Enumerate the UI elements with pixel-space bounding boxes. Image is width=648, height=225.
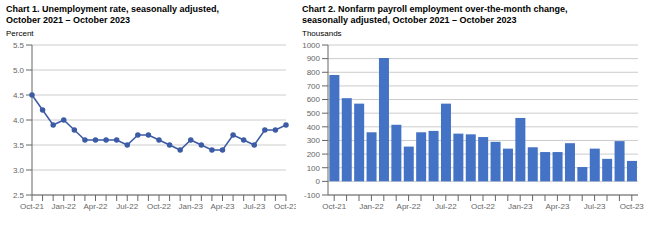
svg-text:Oct-21: Oct-21 bbox=[20, 202, 45, 211]
svg-text:900: 900 bbox=[307, 54, 321, 63]
svg-text:4.5: 4.5 bbox=[13, 91, 25, 100]
svg-text:200: 200 bbox=[307, 150, 321, 159]
svg-text:1000: 1000 bbox=[302, 41, 320, 50]
html-text:October 2021 – October 2023: October 2021 – October 2023 bbox=[6, 15, 131, 25]
svg-text:400: 400 bbox=[307, 123, 321, 132]
html-text:Percent: Percent bbox=[6, 29, 34, 38]
svg-text:100: 100 bbox=[307, 164, 321, 173]
svg-text:Jan-23: Jan-23 bbox=[508, 202, 533, 211]
svg-text:Oct-23: Oct-23 bbox=[274, 202, 296, 211]
svg-text:700: 700 bbox=[307, 82, 321, 91]
svg-text:600: 600 bbox=[307, 95, 321, 104]
svg-text:Jan-22: Jan-22 bbox=[359, 202, 384, 211]
svg-text:Jan-23: Jan-23 bbox=[179, 202, 204, 211]
svg-text:Oct-21: Oct-21 bbox=[322, 202, 347, 211]
svg-text:5.5: 5.5 bbox=[13, 41, 25, 50]
svg-text:Jan-22: Jan-22 bbox=[52, 202, 77, 211]
svg-text:500: 500 bbox=[307, 109, 321, 118]
html-text:Thousands: Thousands bbox=[302, 29, 342, 38]
svg-text:Apr-22: Apr-22 bbox=[397, 202, 422, 211]
svg-text:3.0: 3.0 bbox=[13, 166, 25, 175]
svg-text:Jul-22: Jul-22 bbox=[435, 202, 457, 211]
svg-text:Oct-23: Oct-23 bbox=[620, 202, 640, 211]
svg-text:Jul-23: Jul-23 bbox=[243, 202, 265, 211]
svg-text:Oct-22: Oct-22 bbox=[147, 202, 172, 211]
svg-text:3.5: 3.5 bbox=[13, 141, 25, 150]
svg-text:5.0: 5.0 bbox=[13, 66, 25, 75]
svg-text:Apr-23: Apr-23 bbox=[545, 202, 570, 211]
svg-text:-100: -100 bbox=[304, 191, 321, 200]
svg-text:300: 300 bbox=[307, 136, 321, 145]
svg-text:2.5: 2.5 bbox=[13, 191, 25, 200]
svg-text:0: 0 bbox=[316, 177, 321, 186]
svg-text:Oct-22: Oct-22 bbox=[471, 202, 496, 211]
svg-text:Jul-22: Jul-22 bbox=[116, 202, 138, 211]
html-text:seasonally adjusted, October 2: seasonally adjusted, October 2021 – Octo… bbox=[302, 15, 517, 25]
svg-text:Apr-22: Apr-22 bbox=[83, 202, 108, 211]
svg-text:800: 800 bbox=[307, 68, 321, 77]
svg-text:Apr-23: Apr-23 bbox=[210, 202, 235, 211]
html-text:Chart 1. Unemployment rate, se: Chart 1. Unemployment rate, seasonally a… bbox=[6, 4, 220, 14]
html-text:Chart 2. Nonfarm payroll emplo: Chart 2. Nonfarm payroll employment over… bbox=[302, 4, 568, 14]
svg-text:Jul-23: Jul-23 bbox=[584, 202, 606, 211]
svg-text:4.0: 4.0 bbox=[13, 116, 25, 125]
